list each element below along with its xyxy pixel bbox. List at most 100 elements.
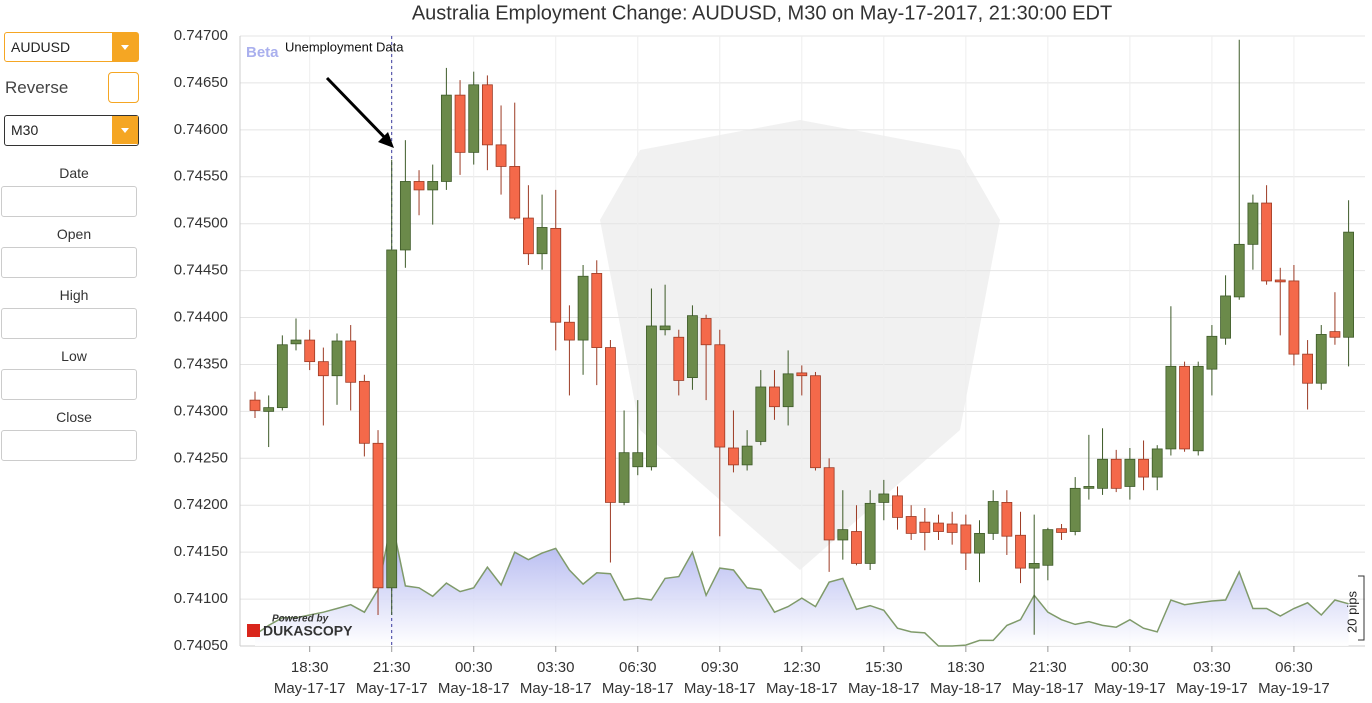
x-tick-date: May-17-17 <box>274 680 346 697</box>
x-tick-date: May-18-17 <box>1012 680 1084 697</box>
y-tick-label: 0.74400 <box>174 309 228 326</box>
x-tick-label: 06:30 <box>619 659 657 676</box>
x-tick-date: May-18-17 <box>848 680 920 697</box>
field-label: Date <box>59 165 89 181</box>
reverse-label: Reverse <box>5 78 69 97</box>
candle-body <box>331 340 343 377</box>
candle-body <box>1097 458 1108 489</box>
x-tick-date: May-19-17 <box>1258 680 1330 697</box>
field-input[interactable] <box>1 369 137 400</box>
y-tick-label: 0.74050 <box>174 637 228 654</box>
candle-body <box>1083 486 1095 489</box>
candle-body <box>1233 243 1245 298</box>
symbol-select[interactable]: AUDUSD <box>4 32 139 62</box>
candle-body <box>509 166 521 219</box>
candle-body <box>646 325 657 468</box>
candle-body <box>427 181 439 191</box>
candle-body <box>810 375 821 469</box>
candle-body <box>1015 534 1026 569</box>
area-line <box>254 520 1349 647</box>
beta-badge: Beta <box>246 44 279 61</box>
candle-body <box>1069 487 1081 532</box>
candle-body <box>386 249 398 589</box>
candle-body <box>960 524 972 554</box>
candle-body <box>987 501 999 534</box>
dropdown-button[interactable] <box>112 116 138 144</box>
candle-body <box>358 380 370 444</box>
candle-body <box>659 325 671 331</box>
x-tick-date: May-19-17 <box>1176 680 1248 697</box>
candle-body <box>728 447 739 466</box>
candle-body <box>1343 231 1354 338</box>
y-tick-label: 0.74350 <box>174 355 228 372</box>
candle-body <box>1329 331 1341 338</box>
x-tick-date: May-18-17 <box>766 680 838 697</box>
candle-body <box>605 347 616 503</box>
candle-body <box>1028 563 1040 569</box>
candle-body <box>782 373 794 408</box>
candle-body <box>714 344 726 448</box>
credit-line-1: Powered by <box>272 614 329 625</box>
x-tick-label: 21:30 <box>373 659 411 676</box>
y-tick-label: 0.74250 <box>174 449 228 466</box>
watermark <box>600 120 1000 570</box>
candle-body <box>1261 202 1272 282</box>
candle-body <box>290 339 302 345</box>
watermark-shield <box>600 120 1000 570</box>
candle-body <box>741 445 753 466</box>
candle-body <box>577 275 589 341</box>
candle-body <box>755 386 767 442</box>
event-label: Unemployment Data <box>285 39 404 54</box>
candle-body <box>1001 502 1013 537</box>
candle-body <box>263 407 275 412</box>
x-tick-label: 12:30 <box>783 659 821 676</box>
candle-body <box>1165 365 1177 450</box>
y-tick-label: 0.74100 <box>174 590 228 607</box>
x-tick-label: 00:30 <box>455 659 493 676</box>
x-tick-label: 03:30 <box>1193 659 1231 676</box>
candle-body <box>864 502 876 564</box>
y-tick-label: 0.74200 <box>174 496 228 513</box>
timeframe-select[interactable]: M30 <box>4 115 139 146</box>
candle-body <box>564 321 575 341</box>
candle-body <box>440 94 452 182</box>
y-tick-label: 0.74600 <box>174 121 228 138</box>
area-fill <box>255 520 1349 646</box>
x-tick-label: 18:30 <box>947 659 985 676</box>
candle-body <box>837 529 849 541</box>
y-tick-label: 0.74650 <box>174 74 228 91</box>
candle-body <box>1192 365 1204 452</box>
field-input[interactable] <box>1 247 137 278</box>
symbol-value: AUDUSD <box>11 39 71 55</box>
x-tick-label: 15:30 <box>865 659 903 676</box>
candle-body <box>372 442 384 589</box>
candle-body <box>1247 202 1259 245</box>
y-tick-label: 0.74500 <box>174 215 228 232</box>
candle-body <box>687 315 698 378</box>
candle-body <box>468 84 480 153</box>
reverse-checkbox[interactable] <box>108 72 139 103</box>
x-tick-label: 03:30 <box>537 659 575 676</box>
candle-body <box>345 340 357 383</box>
y-tick-label: 0.74150 <box>174 543 228 560</box>
x-tick-date: May-17-17 <box>356 680 428 697</box>
x-tick-date: May-18-17 <box>438 680 510 697</box>
x-tick-date: May-18-17 <box>930 680 1002 697</box>
candle-body <box>933 522 944 532</box>
chart-title: Australia Employment Change: AUDUSD, M30… <box>412 2 1112 24</box>
candle-body <box>413 181 425 191</box>
candle-body <box>1206 335 1218 370</box>
field-input[interactable] <box>1 430 137 461</box>
field-label: Low <box>61 348 87 364</box>
x-tick-date: May-18-17 <box>684 680 756 697</box>
candle-body <box>495 144 507 167</box>
field-input[interactable] <box>1 186 137 217</box>
candle-body <box>618 452 630 503</box>
dropdown-button[interactable] <box>112 33 138 61</box>
candle-body <box>919 521 931 533</box>
candle-body <box>1302 353 1313 384</box>
candle-body <box>249 399 261 411</box>
candle-body <box>946 523 958 533</box>
field-input[interactable] <box>1 308 137 339</box>
